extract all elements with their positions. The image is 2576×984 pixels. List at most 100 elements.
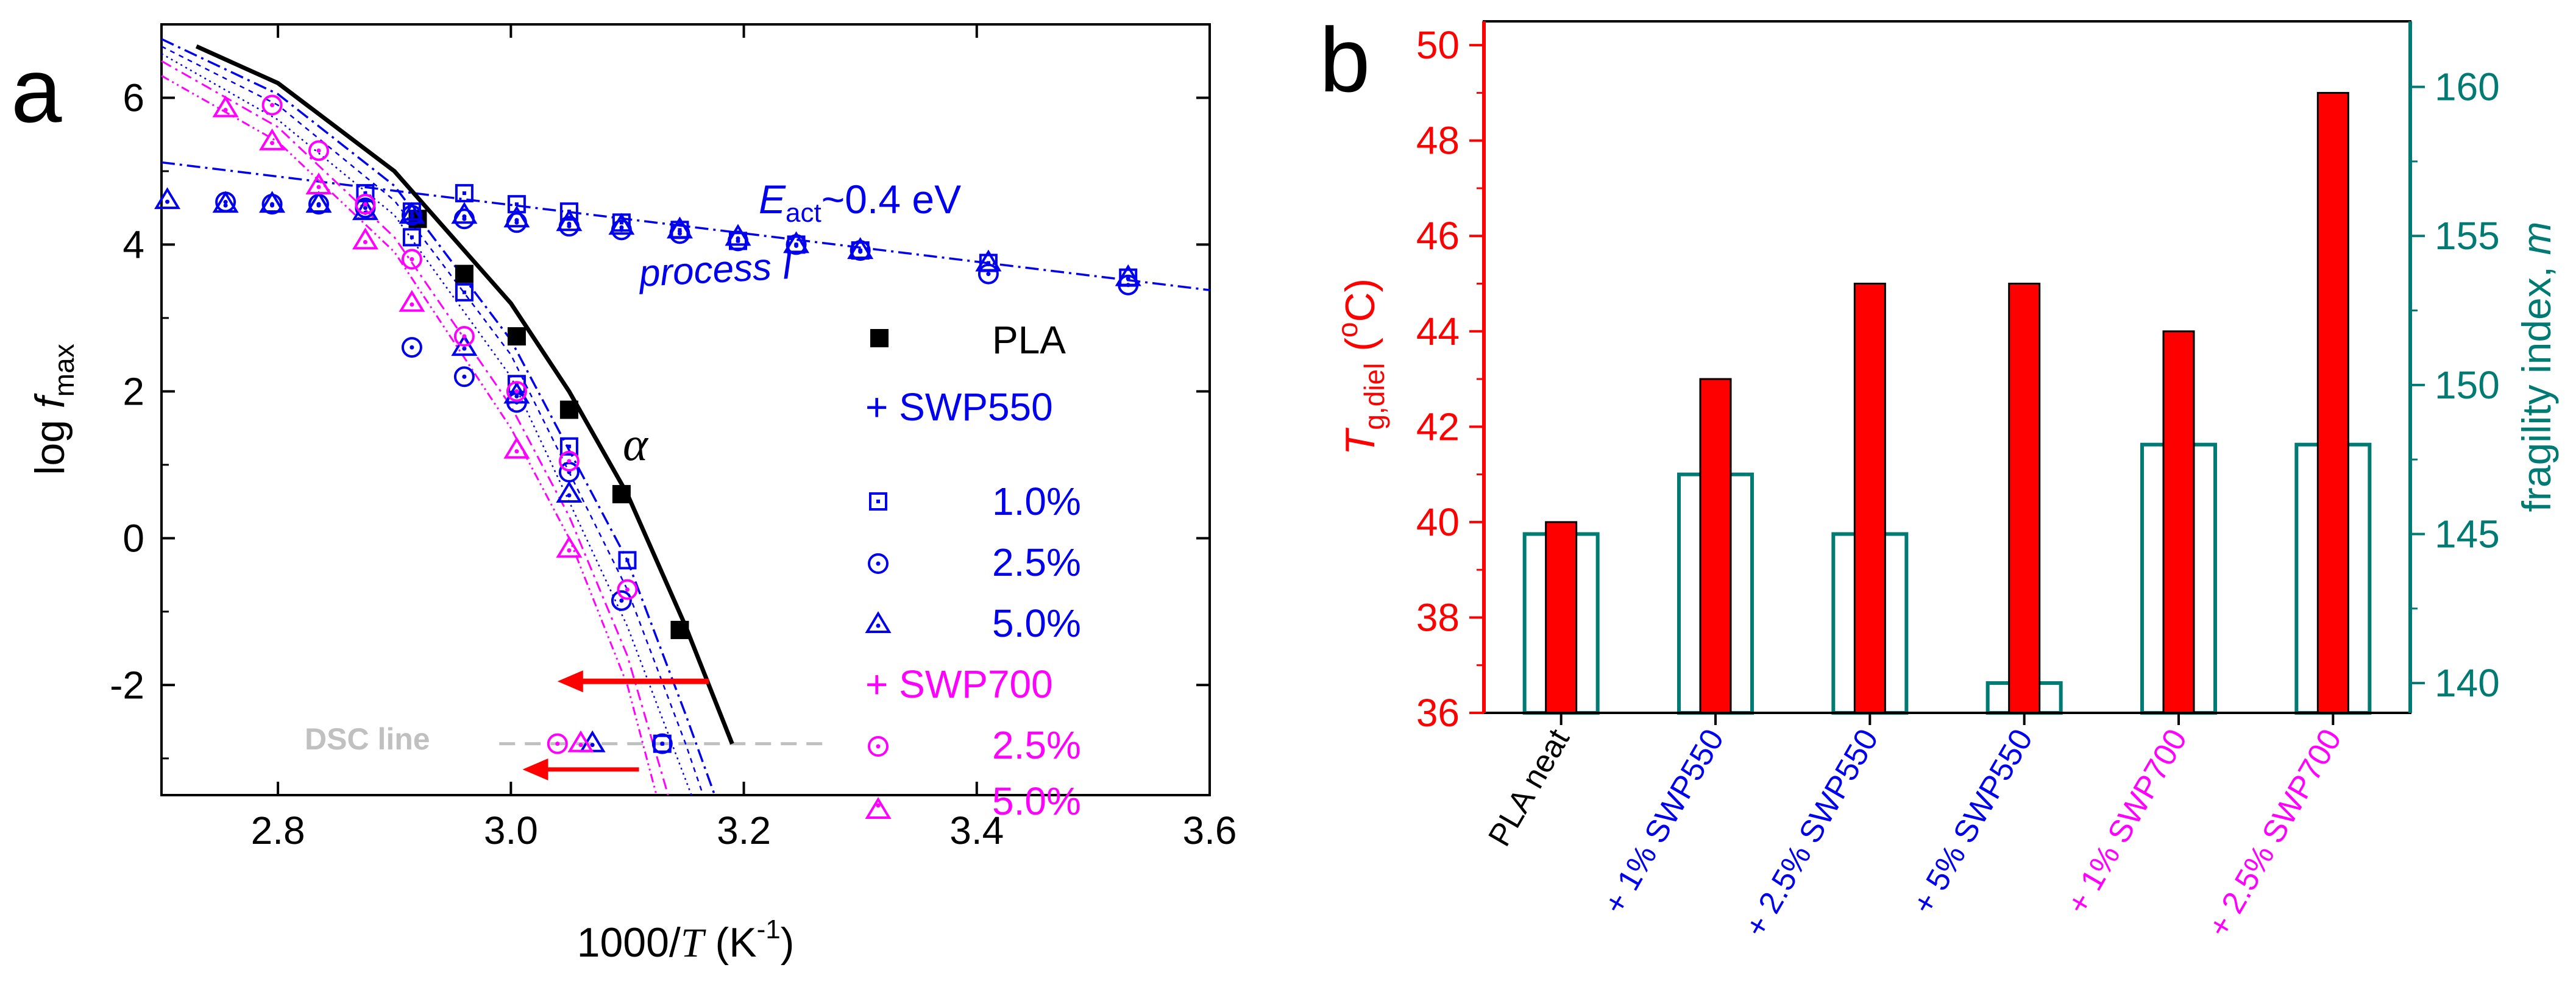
data-point-swp700 [547, 733, 568, 754]
legend-marker-swp550-1 [869, 492, 887, 511]
data-point-swp550-dot [986, 262, 991, 267]
legend-label-pla: PLA [992, 318, 1066, 362]
right-tick-label: 140 [2435, 661, 2500, 705]
data-point-swp550 [1115, 264, 1141, 286]
data-point-swp550 [608, 213, 635, 235]
data-point-swp700-dot [514, 449, 519, 454]
legend-label-swp700-2-5: 2.5% [992, 723, 1081, 767]
data-point-swp550-dot [986, 272, 991, 277]
data-point-swp550 [975, 249, 1002, 272]
data-point-swp550 [618, 551, 637, 570]
data-point-swp700 [567, 730, 594, 752]
data-point-swp550 [451, 202, 478, 224]
svg-text:Tg,diel (oC): Tg,diel (oC) [1332, 278, 1390, 455]
data-point-swp550-dot [363, 205, 367, 210]
panel-a: a 2.8 3.0 3.2 3.4 3.6 -2 0 2 4 6 1000/T (K-1) lo… [11, 23, 1237, 966]
left-tick-label: 50 [1416, 23, 1460, 67]
data-point-swp550 [559, 437, 578, 456]
data-point-swp550 [556, 209, 583, 232]
panel-b-left-axis-label: Tg,diel (oC) [1332, 278, 1390, 455]
tg-bar [2316, 91, 2349, 714]
data-point-swp550-dot [514, 202, 519, 207]
left-tick-label: 38 [1416, 595, 1460, 639]
data-point-swp550 [651, 733, 673, 754]
left-tick-label: 46 [1416, 214, 1460, 258]
data-point-swp550 [212, 191, 239, 213]
legend-label-swp550-1: 1.0% [992, 480, 1081, 523]
data-point-swp550-dot [619, 598, 624, 603]
fit-line-swp550-2-5 [161, 45, 704, 796]
data-point-swp550 [556, 481, 583, 503]
data-points [154, 94, 1141, 754]
data-point-swp550-dot [462, 346, 467, 351]
data-point-swp550-dot [625, 558, 630, 562]
data-point-swp700-dot [270, 103, 275, 108]
legend-marker-swp550-2-5 [868, 553, 889, 574]
data-point-swp550-dot [316, 203, 321, 208]
process-i-fit-line [161, 161, 1210, 291]
data-point-swp550-dot [462, 191, 466, 196]
left-tick-label: 42 [1416, 405, 1460, 448]
data-point-pla [455, 264, 474, 283]
data-point-swp550-dot [514, 394, 519, 398]
data-point-swp550 [579, 730, 606, 752]
data-point-swp550 [559, 202, 578, 221]
data-point-swp550-dot [567, 221, 572, 226]
data-point-swp550 [399, 202, 425, 224]
data-point-swp700 [617, 579, 638, 600]
right-tick-label: 145 [2435, 512, 2500, 556]
left-tick-label: 36 [1416, 691, 1460, 735]
data-point-swp550 [611, 590, 632, 611]
legend-header-swp550: + SWP550 [865, 385, 1053, 429]
data-point-swp700-dot [316, 185, 321, 189]
tg-bar [1545, 521, 1578, 714]
data-point-swp700 [261, 94, 283, 116]
y-tick-label: 0 [122, 516, 144, 560]
data-point-swp550 [847, 237, 874, 260]
data-point-swp700-dot [410, 257, 414, 262]
legend-header-swp700: + SWP700 [865, 662, 1053, 706]
tg-bar [2162, 330, 2195, 714]
legend-marker-swp700-5-dot [876, 803, 881, 808]
data-point-swp700 [212, 95, 239, 118]
tg-bar [2008, 283, 2041, 714]
data-point-pla [670, 620, 689, 639]
eact-label: Eact~0.4 eV [759, 177, 961, 228]
data-point-swp550-dot [462, 374, 467, 379]
legend-marker-swp550-2-5-dot [876, 561, 881, 566]
panel-a-data-layer [154, 38, 1210, 796]
data-point-swp550-dot [514, 218, 519, 222]
panel-a-plot-frame [160, 23, 1211, 796]
legend-marker-swp700-5 [865, 797, 892, 819]
data-point-swp550 [154, 187, 181, 210]
category-label: + 5% SWP550 [1906, 723, 2040, 920]
data-point-swp550-dot [270, 203, 275, 208]
data-point-swp550-dot [462, 290, 466, 294]
data-point-swp550-dot [567, 493, 572, 498]
data-point-swp700-dot [363, 239, 367, 244]
panel-b-label: b [1319, 9, 1370, 111]
data-point-swp700 [556, 536, 583, 558]
process-i-label: process I [637, 245, 793, 295]
data-point-swp700-dot [223, 108, 228, 113]
arrow-short-head [522, 758, 548, 780]
category-label: PLA neat [1481, 723, 1577, 852]
data-point-swp700-dot [567, 459, 572, 464]
data-point-swp550 [725, 224, 751, 246]
legend-marker-swp700-2-5 [868, 736, 889, 757]
arrow-long-head [557, 670, 583, 693]
svg-text:fragility index, m: fragility index, m [2514, 222, 2559, 512]
shift-arrows [522, 670, 709, 780]
left-tick-label: 44 [1416, 310, 1460, 353]
data-point-swp550 [259, 191, 286, 213]
y-tick-label: 6 [122, 76, 144, 119]
data-point-swp550 [666, 216, 693, 239]
data-point-swp550-dot [677, 228, 682, 233]
panel-b-right-axis-label: fragility index, m [2514, 222, 2559, 512]
data-point-swp700 [352, 227, 378, 250]
data-point-pla [612, 485, 631, 504]
data-point-swp550-dot [363, 191, 367, 196]
legend-marker-pla [870, 329, 889, 347]
legend-marker-swp550-5-dot [876, 623, 881, 628]
data-point-swp700 [506, 381, 527, 402]
